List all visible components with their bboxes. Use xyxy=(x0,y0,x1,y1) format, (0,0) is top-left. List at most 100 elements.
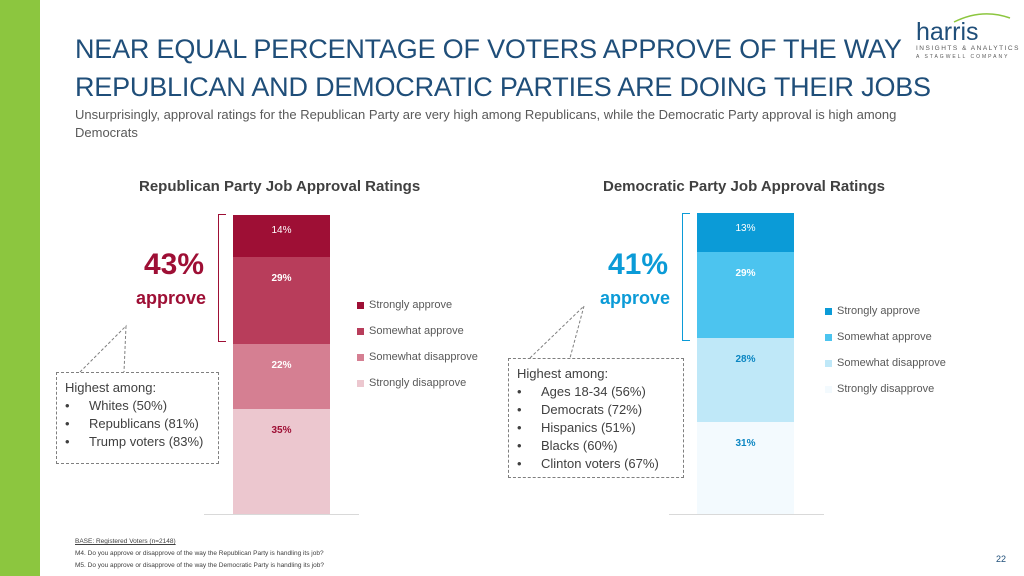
title-line-1: NEAR EQUAL PERCENTAGE OF VOTERS APPROVE … xyxy=(75,34,902,64)
democratic-legend-swatch xyxy=(825,385,832,393)
bullet-icon: • xyxy=(517,420,522,435)
footer-question-m4: M4. Do you approve or disapprove of the … xyxy=(75,550,324,557)
title-line-2: REPUBLICAN AND DEMOCRATIC PARTIES ARE DO… xyxy=(75,72,931,102)
republican-legend-item: Strongly approve xyxy=(357,292,478,318)
republican-bar-data-label: 35% xyxy=(271,425,292,437)
democratic-callout-item-text: Democrats (72%) xyxy=(541,402,643,417)
republican-approve-bracket xyxy=(218,214,226,342)
page-title: NEAR EQUAL PERCENTAGE OF VOTERS APPROVE … xyxy=(75,30,955,106)
republican-bar-data-label: 14% xyxy=(271,225,292,237)
democratic-callout-pointer xyxy=(529,304,585,359)
republican-callout-item: • Trump voters (83%) xyxy=(65,433,210,451)
democratic-bar-data-label: 13% xyxy=(735,222,756,234)
page-subtitle: Unsurprisingly, approval ratings for the… xyxy=(75,107,897,140)
democratic-callout-item: • Clinton voters (67%) xyxy=(517,455,675,473)
bullet-icon: • xyxy=(65,398,70,413)
democratic-legend-item: Strongly approve xyxy=(825,298,946,324)
democratic-legend-label: Strongly disapprove xyxy=(837,383,935,395)
democratic-bar-data-label: 29% xyxy=(735,267,756,279)
democratic-bar-segment xyxy=(697,338,794,422)
republican-legend-swatch xyxy=(357,327,364,335)
republican-legend-label: Somewhat approve xyxy=(369,325,464,337)
democratic-bar-data-label: 28% xyxy=(735,354,756,366)
republican-bar-segment xyxy=(233,215,330,257)
republican-callout-item: • Whites (50%) xyxy=(65,397,210,415)
republican-approve-percent: 43% xyxy=(144,248,205,281)
republican-callout-pointer xyxy=(79,324,127,373)
logo-arc-icon xyxy=(953,13,1011,23)
republican-legend-item: Somewhat approve xyxy=(357,318,478,344)
democratic-callout: Highest among: • Ages 18-34 (56%) • Democra… xyxy=(508,358,684,478)
bullet-icon: • xyxy=(65,416,70,431)
democratic-callout-item: • Ages 18-34 (56%) xyxy=(517,383,675,401)
republican-approve-word: approve xyxy=(136,288,207,308)
democratic-callout-item: • Blacks (60%) xyxy=(517,437,675,455)
democratic-legend-swatch xyxy=(825,359,832,367)
republican-legend-label: Strongly approve xyxy=(369,299,453,311)
republican-stacked-bar: 14% 29% 22% 35% xyxy=(233,215,330,514)
republican-legend: Strongly approve Somewhat approve Somewhat… xyxy=(357,292,478,396)
republican-callout-item-text: Republicans (81%) xyxy=(89,416,199,431)
republican-callout-item-text: Trump voters (83%) xyxy=(89,434,204,449)
republican-bar-data-label: 29% xyxy=(271,272,292,284)
republican-callout-item-text: Whites (50%) xyxy=(89,398,168,413)
republican-callout-item: • Republicans (81%) xyxy=(65,415,210,433)
democratic-legend-item: Somewhat disapprove xyxy=(825,350,946,376)
republican-legend-item: Strongly disapprove xyxy=(357,370,478,396)
bullet-icon: • xyxy=(517,438,522,453)
republican-legend-swatch xyxy=(357,353,364,361)
democratic-callout-item-text: Hispanics (51%) xyxy=(541,420,636,435)
democratic-chart-title: Democratic Party Job Approval Ratings xyxy=(603,178,886,195)
democratic-callout-item-text: Blacks (60%) xyxy=(541,438,618,453)
republican-callout: Highest among: • Whites (50%) • Republicans… xyxy=(56,372,219,464)
bullet-icon: • xyxy=(517,456,522,471)
republican-bar-segment xyxy=(233,409,330,514)
democratic-legend-item: Strongly disapprove xyxy=(825,376,946,402)
footer-notes: BASE: Registered Voters (n=2148) M4. Do … xyxy=(75,536,324,572)
republican-legend-item: Somewhat disapprove xyxy=(357,344,478,370)
democratic-legend-swatch xyxy=(825,333,832,341)
logo-name: harris xyxy=(916,18,979,46)
bullet-icon: • xyxy=(517,384,522,399)
harris-logo: harris INSIGHTS & ANALYTICS A STAGWELL C… xyxy=(912,10,1018,60)
democratic-legend-swatch xyxy=(825,307,832,315)
democratic-bar-segment xyxy=(697,421,794,514)
republican-callout-title: Highest among: xyxy=(65,380,157,395)
democratic-callout-item: • Democrats (72%) xyxy=(517,401,675,419)
democratic-legend: Strongly approve Somewhat approve Somewhat… xyxy=(825,298,946,402)
democratic-approve-percent: 41% xyxy=(608,248,669,281)
democratic-legend-label: Somewhat approve xyxy=(837,331,932,343)
democratic-bar-segment xyxy=(697,213,794,252)
logo-company: A STAGWELL COMPANY xyxy=(916,54,1010,60)
republican-chart-title: Republican Party Job Approval Ratings xyxy=(139,178,421,195)
republican-legend-label: Strongly disapprove xyxy=(369,377,467,389)
democratic-legend-item: Somewhat approve xyxy=(825,324,946,350)
republican-bar-segment xyxy=(233,343,330,410)
democratic-approve-bracket xyxy=(682,213,690,341)
democratic-callout-list: • Ages 18-34 (56%) • Democrats (72%) • Hispan… xyxy=(517,383,675,473)
republican-bar-data-label: 22% xyxy=(271,359,292,371)
democratic-bar-segment xyxy=(697,251,794,339)
democratic-legend-label: Somewhat disapprove xyxy=(837,357,946,369)
democratic-legend-label: Strongly approve xyxy=(837,305,921,317)
bullet-icon: • xyxy=(517,402,522,417)
democratic-stacked-bar: 13% 29% 28% 31% xyxy=(697,213,794,514)
page-number: 22 xyxy=(996,554,1007,564)
republican-legend-swatch xyxy=(357,301,364,309)
accent-bar xyxy=(0,0,40,576)
republican-legend-swatch xyxy=(357,379,364,387)
footer-question-m5: M5. Do you approve or disapprove of the … xyxy=(75,562,324,569)
democratic-bar-data-label: 31% xyxy=(735,437,756,449)
democratic-callout-item: • Hispanics (51%) xyxy=(517,419,675,437)
democratic-callout-title: Highest among: xyxy=(517,366,609,381)
democratic-callout-item-text: Clinton voters (67%) xyxy=(541,456,659,471)
republican-legend-label: Somewhat disapprove xyxy=(369,351,478,363)
republican-callout-list: • Whites (50%) • Republicans (81%) • Trump vo… xyxy=(65,397,210,451)
democratic-callout-item-text: Ages 18-34 (56%) xyxy=(541,384,646,399)
democratic-approve-word: approve xyxy=(600,288,671,308)
republican-bar-segment xyxy=(233,256,330,344)
bullet-icon: • xyxy=(65,434,70,449)
logo-tagline: INSIGHTS & ANALYTICS xyxy=(916,45,1020,52)
republican-baseline xyxy=(204,514,359,515)
